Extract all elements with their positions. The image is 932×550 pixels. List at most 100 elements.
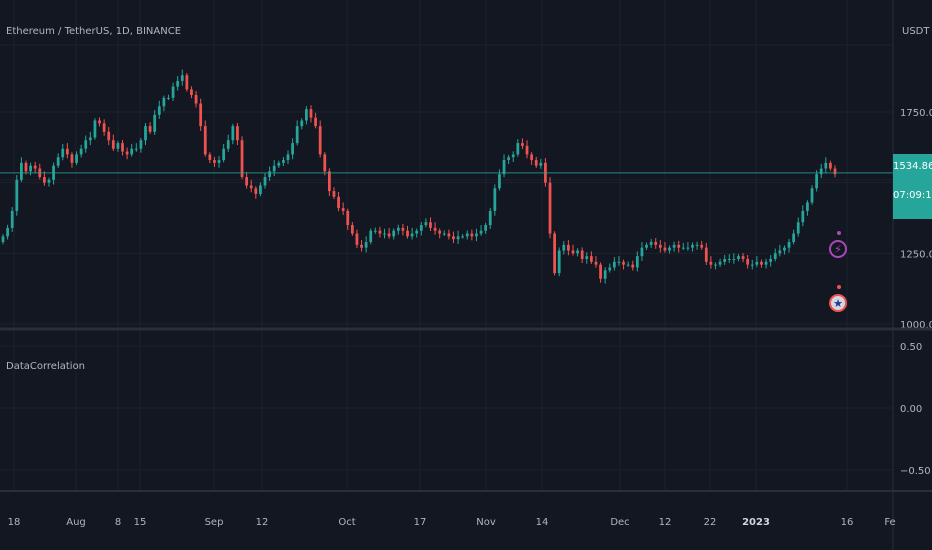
candle-body	[185, 75, 189, 90]
candle-body	[783, 247, 786, 251]
candle-body	[153, 114, 157, 132]
candle-body	[88, 137, 92, 141]
candle-body	[139, 140, 143, 149]
candle-body	[755, 261, 759, 265]
candle-body	[121, 143, 124, 152]
candle-body	[75, 154, 78, 163]
candle-body	[176, 80, 180, 87]
time-tick-label: Sep	[205, 517, 224, 528]
candle-body	[709, 261, 713, 265]
candle-body	[93, 120, 97, 138]
candle-body	[410, 233, 414, 237]
price-tick-label: 1000.00	[900, 320, 932, 331]
candle-body	[387, 233, 391, 237]
candle-body	[622, 261, 625, 265]
candle-body	[111, 140, 115, 149]
candle-body	[484, 225, 488, 231]
candle-body	[79, 148, 83, 155]
candle-body	[42, 177, 46, 183]
candle-body	[323, 154, 327, 172]
candle-body	[167, 97, 170, 99]
candle-body	[213, 160, 216, 163]
candle-body	[787, 242, 791, 248]
candle-body	[658, 244, 662, 248]
lightning-bolt-icon[interactable]: ⚡	[829, 240, 847, 258]
time-tick-label: 18	[8, 517, 21, 528]
candle-body	[433, 227, 437, 231]
candle-body	[208, 154, 212, 161]
candle-body	[553, 233, 556, 274]
candle-body	[254, 188, 258, 194]
candle-body	[456, 236, 460, 240]
candle-body	[272, 165, 276, 172]
candle-body	[691, 244, 694, 248]
candle-body	[240, 140, 244, 178]
candle-body	[645, 244, 648, 248]
candle-body	[516, 143, 520, 155]
price-tick-label: 1250.00	[900, 249, 932, 260]
candle-body	[732, 258, 736, 260]
candle-body	[502, 160, 506, 175]
time-tick-label: Oct	[338, 517, 355, 528]
candle-body	[429, 222, 432, 228]
candle-body	[773, 253, 777, 259]
candle-body	[452, 236, 455, 240]
candle-body	[723, 258, 727, 262]
candle-body	[438, 230, 442, 234]
candle-body	[640, 247, 644, 257]
price-tick-label: 1750.00	[900, 108, 932, 119]
candle-body	[130, 148, 134, 155]
candle-body	[369, 230, 373, 243]
candle-body	[810, 188, 814, 203]
candle-body	[442, 233, 446, 235]
candle-body	[534, 160, 538, 166]
candle-body	[750, 264, 754, 266]
candle-body	[337, 196, 340, 209]
candle-body	[447, 233, 451, 237]
candle-body	[203, 126, 207, 155]
candle-body	[277, 162, 281, 166]
candle-body	[6, 227, 9, 237]
candle-body	[401, 227, 405, 231]
candle-body	[268, 171, 271, 178]
candle-body	[102, 123, 106, 132]
candle-body	[507, 157, 511, 161]
candle-body	[806, 202, 809, 211]
candle-body	[488, 210, 492, 226]
candle-body	[525, 145, 529, 155]
candle-body	[56, 157, 60, 166]
candle-body	[144, 126, 147, 141]
candle-body	[635, 256, 639, 268]
candle-body	[470, 233, 474, 237]
candle-body	[171, 86, 175, 98]
candle-body	[737, 256, 740, 259]
us-flag-icon[interactable]: ★	[829, 294, 847, 312]
candle-body	[695, 244, 699, 246]
candle-body	[465, 233, 469, 237]
candle-body	[309, 109, 313, 118]
last-price-badge: 1534.86 07:09:10	[893, 154, 932, 219]
time-tick-label: Aug	[66, 517, 86, 528]
indicator-name[interactable]: DataCorrelation	[6, 361, 86, 372]
candle-body	[341, 208, 345, 211]
candle-body	[511, 154, 515, 158]
candle-body	[65, 148, 69, 155]
candle-body	[217, 160, 221, 163]
candle-body	[194, 95, 198, 104]
symbol-title[interactable]: Ethereum / TetherUS, 1D, BINANCE	[6, 26, 182, 37]
candle-body	[231, 126, 235, 141]
candle-body	[396, 227, 400, 231]
candle-body	[199, 103, 203, 127]
candle-body	[557, 250, 561, 274]
candle-body	[727, 258, 731, 260]
candle-body	[282, 160, 285, 163]
candle-body	[746, 258, 750, 265]
candle-body	[612, 261, 616, 268]
candle-body	[392, 230, 396, 237]
candle-body	[498, 174, 501, 189]
time-tick-label: 12	[659, 517, 672, 528]
bar-countdown: 07:09:10	[893, 190, 932, 201]
candle-body	[107, 131, 111, 141]
